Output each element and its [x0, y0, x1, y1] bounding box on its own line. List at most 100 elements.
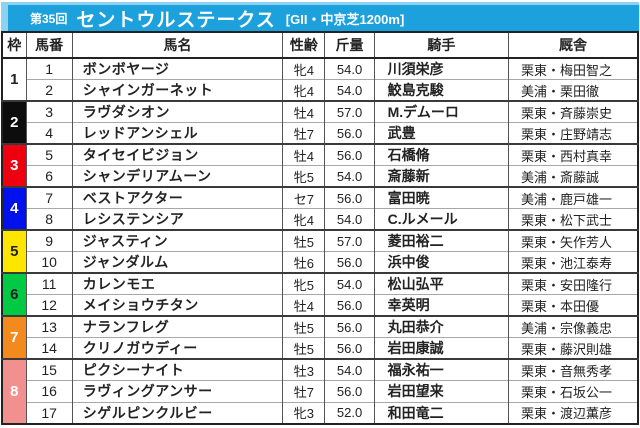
col-header-sexage: 性齢 — [282, 32, 326, 59]
horse-sexage-cell: 牝4 — [282, 208, 326, 230]
horse-weight-cell: 54.0 — [324, 58, 375, 80]
stable-name-cell: 栗東・庄野靖志 — [508, 122, 639, 144]
jockey-name-cell: 石橋脩 — [373, 143, 510, 166]
horse-number-cell: 14 — [25, 337, 73, 359]
horse-weight-cell: 56.0 — [324, 294, 375, 316]
race-round-label: 第35回 — [30, 11, 68, 26]
stable-name-cell: 栗東・池江泰寿 — [508, 251, 639, 273]
horse-name-cell: カレンモエ — [71, 272, 284, 295]
horse-sexage-cell: 牝4 — [282, 79, 326, 101]
jockey-name-cell: 岩田望来 — [373, 380, 510, 402]
horse-name-cell: シャンデリアムーン — [71, 165, 284, 187]
race-name-label: セントウルステークス — [76, 9, 276, 31]
col-header-name: 馬名 — [71, 32, 284, 59]
horse-number-cell: 15 — [25, 358, 73, 381]
jockey-name-cell: 鮫島克駿 — [373, 79, 510, 101]
horse-name-cell: ベストアクター — [71, 186, 284, 209]
horse-number-cell: 2 — [25, 79, 73, 101]
horse-sexage-cell: 牡7 — [282, 122, 326, 144]
stable-name-cell: 栗東・音無秀孝 — [508, 358, 639, 381]
horse-weight-cell: 52.0 — [324, 401, 375, 424]
horse-weight-cell: 54.0 — [324, 165, 375, 187]
horse-number-cell: 9 — [25, 229, 73, 252]
race-conditions-label: [GII・中京芝1200m] — [285, 11, 405, 27]
stable-name-cell: 美浦・宗像義忠 — [508, 315, 639, 338]
horse-name-cell: ピクシーナイト — [71, 358, 284, 381]
horse-sexage-cell: 牝4 — [282, 58, 326, 80]
horse-row: 1 1 ボンボヤージ 牝4 54.0 川須栄彦 栗東・梅田智之 — [1, 58, 639, 101]
jockey-name-cell: 岩田康誠 — [373, 337, 510, 359]
horse-sexage-cell: 牡4 — [282, 100, 326, 123]
table-header-row: 枠 馬番 馬名 性齢 斤量 騎手 厩舎 — [1, 32, 639, 59]
horse-row: 10 ジャンダルム 牡6 56.0 浜中俊 栗東・池江泰寿 — [2, 251, 639, 273]
horse-weight-cell: 57.0 — [324, 100, 375, 123]
horse-row: 16 ラヴィングアンサー 牡7 56.0 岩田望来 栗東・石坂公一 — [2, 380, 639, 402]
horse-name-cell: ジャンダルム — [71, 251, 284, 273]
horse-row: 8 15 ピクシーナイト 牡3 54.0 福永祐一 栗東・音無秀孝 — [1, 358, 639, 424]
horse-sexage-cell: 牝3 — [282, 401, 326, 424]
jockey-name-cell: 和田竜二 — [373, 401, 510, 424]
horse-sexage-cell: 牡5 — [282, 315, 326, 338]
col-header-weight: 斤量 — [324, 32, 375, 59]
horse-weight-cell: 56.0 — [324, 251, 375, 273]
horse-row: 3 5 タイセイビジョン 牡4 56.0 石橋脩 栗東・西村真幸 — [1, 143, 639, 187]
horse-name-cell: ラヴィングアンサー — [71, 380, 284, 402]
horse-number-cell: 8 — [25, 208, 73, 230]
horse-weight-cell: 54.0 — [324, 79, 375, 101]
horse-name-cell: ボンボヤージ — [71, 58, 284, 80]
horse-row: 6 シャンデリアムーン 牝5 54.0 斎藤新 美浦・斎藤誠 — [2, 165, 639, 187]
horse-number-cell: 3 — [25, 100, 73, 123]
stable-name-cell: 栗東・梅田智之 — [508, 58, 639, 80]
jockey-name-cell: 丸田恭介 — [373, 315, 510, 338]
horse-number-cell: 12 — [25, 294, 73, 316]
horse-name-cell: クリノガウディー — [71, 337, 284, 359]
stable-name-cell: 美浦・栗田徹 — [508, 79, 639, 101]
horse-sexage-cell: 牡6 — [282, 251, 326, 273]
horse-name-cell: レシステンシア — [71, 208, 284, 230]
race-table-body: 1 1 ボンボヤージ 牝4 54.0 川須栄彦 栗東・梅田智之 2 シャインガーネット 牝4 54.… — [1, 58, 639, 424]
race-entry-table: 枠 馬番 馬名 性齢 斤量 騎手 厩舎 1 1 ボンボヤージ 牝4 54.0 川須栄彦 栗東… — [1, 31, 639, 425]
race-title-bar: 第35回 セントウルステークス [GII・中京芝1200m] — [1, 2, 639, 31]
horse-name-cell: シゲルピンクルビー — [71, 401, 284, 424]
horse-weight-cell: 56.0 — [324, 315, 375, 338]
jockey-name-cell: M.デムーロ — [373, 100, 510, 123]
stable-name-cell: 栗東・安田隆行 — [508, 272, 639, 295]
frame-number-cell: 7 — [1, 315, 27, 359]
stable-name-cell: 栗東・本田優 — [508, 294, 639, 316]
jockey-name-cell: 富田暁 — [373, 186, 510, 209]
horse-weight-cell: 54.0 — [324, 208, 375, 230]
stable-name-cell: 栗東・矢作芳人 — [508, 229, 639, 252]
col-header-stable: 厩舎 — [508, 32, 639, 59]
horse-row: 12 メイショウチタン 牡4 56.0 幸英明 栗東・本田優 — [2, 294, 639, 316]
col-header-number: 馬番 — [25, 32, 73, 59]
frame-number-cell: 1 — [1, 58, 27, 101]
horse-weight-cell: 56.0 — [324, 380, 375, 402]
col-header-frame: 枠 — [1, 32, 27, 59]
stable-name-cell: 栗東・石坂公一 — [508, 380, 639, 402]
horse-number-cell: 11 — [25, 272, 73, 295]
horse-weight-cell: 56.0 — [324, 122, 375, 144]
horse-name-cell: タイセイビジョン — [71, 143, 284, 166]
horse-name-cell: ナランフレグ — [71, 315, 284, 338]
horse-sexage-cell: 牡4 — [282, 294, 326, 316]
horse-sexage-cell: 牡5 — [282, 229, 326, 252]
horse-row: 4 レッドアンシェル 牡7 56.0 武豊 栗東・庄野靖志 — [2, 122, 639, 144]
horse-sexage-cell: セ7 — [282, 186, 326, 209]
horse-number-cell: 7 — [25, 186, 73, 209]
horse-weight-cell: 54.0 — [324, 272, 375, 295]
horse-row: 5 9 ジャスティン 牡5 57.0 菱田裕二 栗東・矢作芳人 — [1, 229, 639, 273]
frame-number-cell: 4 — [1, 186, 27, 230]
horse-number-cell: 1 — [25, 58, 73, 80]
horse-row: 7 13 ナランフレグ 牡5 56.0 丸田恭介 美浦・宗像義忠 — [1, 315, 639, 359]
horse-name-cell: ラヴダシオン — [71, 100, 284, 123]
horse-number-cell: 13 — [25, 315, 73, 338]
jockey-name-cell: 川須栄彦 — [373, 58, 510, 80]
horse-row: 2 シャインガーネット 牝4 54.0 鮫島克駿 美浦・栗田徹 — [2, 79, 639, 101]
horse-row: 2 3 ラヴダシオン 牡4 57.0 M.デムーロ 栗東・斉藤崇史 — [1, 100, 639, 144]
horse-weight-cell: 56.0 — [324, 143, 375, 166]
horse-row: 17 シゲルピンクルビー 牝3 52.0 和田竜二 栗東・渡辺薫彦 — [2, 401, 639, 424]
horse-row: 6 11 カレンモエ 牝5 54.0 松山弘平 栗東・安田隆行 — [1, 272, 639, 316]
horse-row: 8 レシステンシア 牝4 54.0 C.ルメール 栗東・松下武士 — [2, 208, 639, 230]
horse-number-cell: 6 — [25, 165, 73, 187]
